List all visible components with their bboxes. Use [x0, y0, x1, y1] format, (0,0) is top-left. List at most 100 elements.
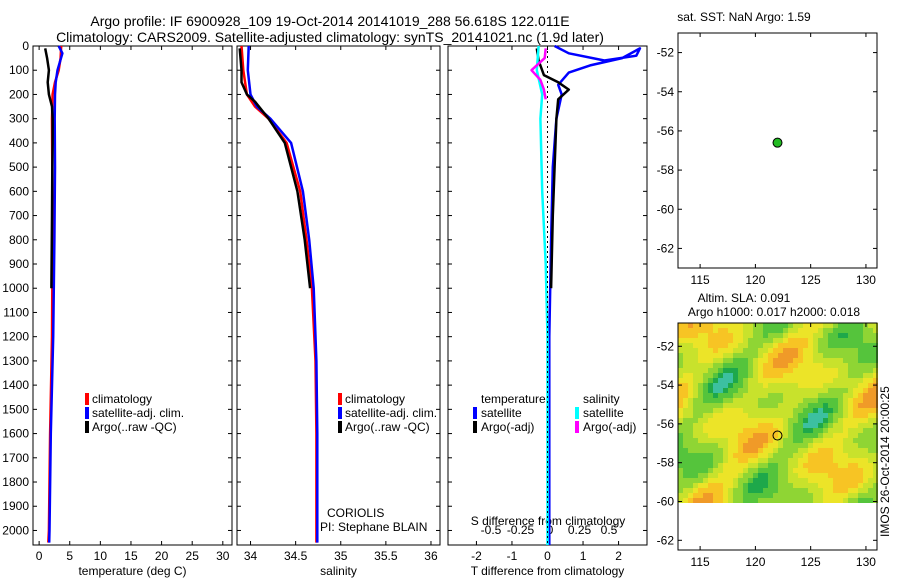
heatmap-cell — [863, 368, 868, 373]
heatmap-cell — [833, 358, 838, 363]
heatmap-cell — [843, 473, 848, 478]
heatmap-cell — [823, 438, 828, 443]
heatmap-cell — [803, 383, 808, 388]
heatmap-cell — [848, 463, 853, 468]
heatmap-cell — [798, 458, 803, 463]
heatmap-cell — [688, 358, 693, 363]
heatmap-cell — [783, 493, 788, 498]
heatmap-cell — [813, 403, 818, 408]
heatmap-cell — [708, 473, 713, 478]
heatmap-cell — [693, 438, 698, 443]
heatmap-cell — [763, 463, 768, 468]
heatmap-cell — [858, 373, 863, 378]
heatmap-cell — [818, 338, 823, 343]
heatmap-cell — [738, 343, 743, 348]
heatmap-cell — [688, 343, 693, 348]
heatmap-cell — [843, 413, 848, 418]
heatmap-cell — [843, 358, 848, 363]
heatmap-cell — [778, 438, 783, 443]
heatmap-cell — [873, 478, 878, 483]
heatmap-cell — [708, 443, 713, 448]
heatmap-cell — [753, 483, 758, 488]
y-tick-label: -56 — [657, 124, 675, 138]
heatmap-cell — [728, 488, 733, 493]
heatmap-cell — [868, 483, 873, 488]
legend-label-t-satellite: satellite — [481, 406, 522, 420]
heatmap-cell — [678, 433, 683, 438]
heatmap-cell — [688, 373, 693, 378]
heatmap-cell — [688, 378, 693, 383]
heatmap-cell — [728, 398, 733, 403]
heatmap-cell — [698, 373, 703, 378]
argo-position-marker — [772, 430, 783, 441]
heatmap-cell — [873, 388, 878, 393]
heatmap-cell — [793, 333, 798, 338]
heatmap-cell — [683, 388, 688, 393]
heatmap-cell — [683, 468, 688, 473]
x-tick-label: 125 — [801, 555, 821, 569]
y-tick-label: 500 — [9, 160, 29, 174]
heatmap-cell — [728, 498, 733, 503]
heatmap-cell — [803, 433, 808, 438]
heatmap-cell — [838, 378, 843, 383]
heatmap-cell — [793, 368, 798, 373]
heatmap-cell — [793, 393, 798, 398]
heatmap-cell — [843, 488, 848, 493]
heatmap-cell — [873, 403, 878, 408]
heatmap-cell — [788, 468, 793, 473]
heatmap-cell — [743, 408, 748, 413]
heatmap-cell — [748, 488, 753, 493]
heatmap-cell — [753, 493, 758, 498]
heatmap-cell — [868, 468, 873, 473]
heatmap-cell — [783, 448, 788, 453]
heatmap-cell — [818, 348, 823, 353]
heatmap-cell — [828, 438, 833, 443]
heatmap-cell — [833, 348, 838, 353]
heatmap-cell — [808, 408, 813, 413]
heatmap-cell — [723, 478, 728, 483]
heatmap-cell — [738, 493, 743, 498]
heatmap-cell — [853, 378, 858, 383]
heatmap-cell — [693, 393, 698, 398]
heatmap-cell — [803, 343, 808, 348]
heatmap-cell — [848, 358, 853, 363]
heatmap-cell — [763, 428, 768, 433]
heatmap-cell — [833, 388, 838, 393]
heatmap-cell — [698, 453, 703, 458]
heatmap-cell — [773, 428, 778, 433]
heatmap-cell — [693, 488, 698, 493]
heatmap-cell — [778, 408, 783, 413]
heatmap-cell — [708, 398, 713, 403]
heatmap-cell — [738, 498, 743, 503]
heatmap-cell — [798, 363, 803, 368]
heatmap-cell — [868, 328, 873, 333]
heatmap-cell — [793, 398, 798, 403]
heatmap-cell — [678, 443, 683, 448]
heatmap-cell — [748, 398, 753, 403]
heatmap-cell — [688, 483, 693, 488]
heatmap-cell — [738, 348, 743, 353]
heatmap-cell — [773, 433, 778, 438]
heatmap-cell — [788, 333, 793, 338]
heatmap-cell — [838, 393, 843, 398]
heatmap-cell — [828, 403, 833, 408]
heatmap-cell — [758, 388, 763, 393]
heatmap-cell — [853, 498, 858, 503]
heatmap-cell — [793, 443, 798, 448]
heatmap-cell — [763, 473, 768, 478]
heatmap-cell — [773, 418, 778, 423]
heatmap-cell — [738, 338, 743, 343]
heatmap-cell — [843, 453, 848, 458]
heatmap-cell — [873, 438, 878, 443]
heatmap-cell — [753, 473, 758, 478]
heatmap-cell — [698, 438, 703, 443]
heatmap-cell — [773, 333, 778, 338]
heatmap-cell — [683, 398, 688, 403]
heatmap-cell — [743, 358, 748, 363]
heatmap-cell — [803, 468, 808, 473]
heatmap-cell — [828, 498, 833, 503]
heatmap-cell — [783, 383, 788, 388]
heatmap-cell — [768, 388, 773, 393]
heatmap-cell — [683, 333, 688, 338]
heatmap-cell — [838, 428, 843, 433]
